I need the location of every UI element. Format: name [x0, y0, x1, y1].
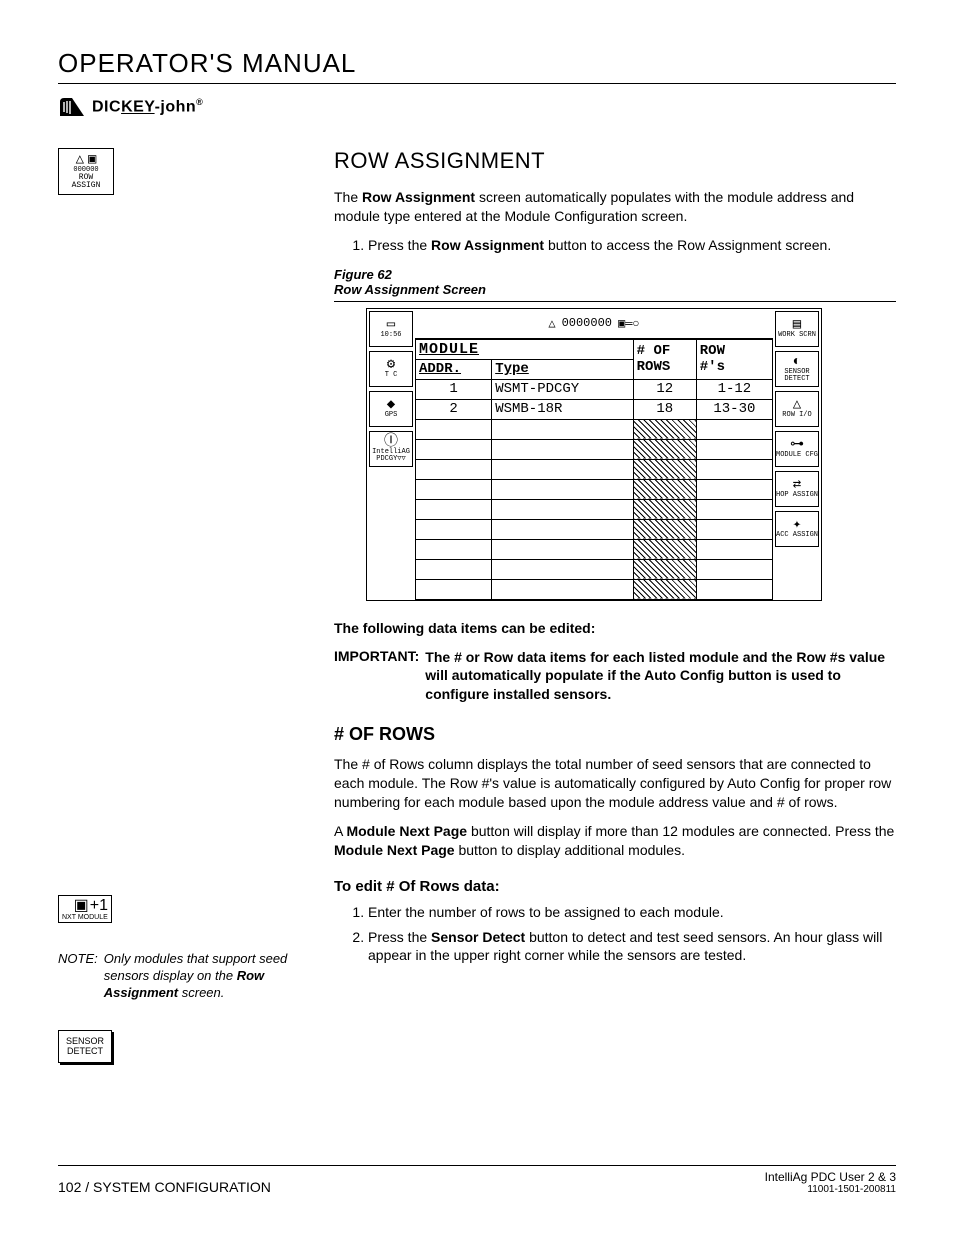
- table-row[interactable]: [416, 519, 773, 539]
- brand-logo: DICKEY-john®: [58, 96, 896, 118]
- softkey-button[interactable]: ◐SENSOR DETECT: [775, 351, 819, 387]
- softkey-button[interactable]: ⚙T C: [369, 351, 413, 387]
- modnext-paragraph: A Module Next Page button will display i…: [334, 822, 896, 860]
- note-text: Only modules that support seed sensors d…: [104, 951, 334, 1002]
- softkey-button[interactable]: ◆GPS: [369, 391, 413, 427]
- softkey-button[interactable]: ▭10:56: [369, 311, 413, 347]
- screen-top-bar: △ 0000000 ▣═○: [415, 309, 773, 339]
- col-rownums: ROW #'s: [696, 339, 772, 379]
- step-list-1: Press the Row Assignment button to acces…: [368, 236, 896, 255]
- figure-number: Figure 62: [334, 267, 896, 282]
- brand-logo-text: DICKEY-john®: [92, 97, 203, 116]
- note-block: NOTE: Only modules that support seed sen…: [58, 951, 334, 1002]
- edit-steps-list: Enter the number of rows to be assigned …: [368, 903, 896, 966]
- numrows-paragraph: The # of Rows column displays the total …: [334, 755, 896, 812]
- table-row[interactable]: [416, 439, 773, 459]
- screen-right-softkeys: ▤WORK SCRN ◐SENSOR DETECT △ROW I/O ⊶MODULE …: [773, 309, 821, 600]
- softkey-button[interactable]: △ROW I/O: [775, 391, 819, 427]
- sensor-detect-icon: SENSOR DETECT: [58, 1030, 112, 1064]
- section-heading: ROW ASSIGNMENT: [334, 148, 896, 174]
- important-block: IMPORTANT: The # or Row data items for e…: [334, 648, 896, 705]
- screen-left-softkeys: ▭10:56 ⚙T C ◆GPS ⒾIntelliAG PDCGY▽▽: [367, 309, 415, 600]
- softkey-button[interactable]: ⒾIntelliAG PDCGY▽▽: [369, 431, 413, 467]
- note-label: NOTE:: [58, 951, 98, 1002]
- footer-left: 102 / SYSTEM CONFIGURATION: [58, 1179, 271, 1195]
- col-module: MODULE: [416, 339, 634, 359]
- intro-paragraph: The Row Assignment screen automatically …: [334, 188, 896, 226]
- col-addr: ADDR.: [416, 359, 492, 379]
- row-assign-icon: △▣ 000000 ROW ASSIGN: [58, 148, 114, 195]
- softkey-button[interactable]: ✦ACC ASSIGN: [775, 511, 819, 547]
- table-row[interactable]: [416, 499, 773, 519]
- subheading-numrows: # OF ROWS: [334, 724, 896, 745]
- important-label: IMPORTANT:: [334, 648, 419, 705]
- page-footer: 102 / SYSTEM CONFIGURATION IntelliAg PDC…: [58, 1165, 896, 1195]
- softkey-button[interactable]: ▤WORK SCRN: [775, 311, 819, 347]
- edit-heading: To edit # Of Rows data:: [334, 878, 896, 895]
- table-row[interactable]: [416, 479, 773, 499]
- step-1: Press the Row Assignment button to acces…: [368, 236, 896, 255]
- table-row[interactable]: [416, 559, 773, 579]
- figure-caption: Row Assignment Screen: [334, 282, 896, 302]
- softkey-button[interactable]: ⇄HOP ASSIGN: [775, 471, 819, 507]
- brand-logo-mark: [58, 96, 86, 118]
- edit-step-2: Press the Sensor Detect button to detect…: [368, 928, 896, 966]
- col-numrows: # OF ROWS: [633, 339, 696, 379]
- table-row[interactable]: 2WSMB-18R1813-30: [416, 399, 773, 419]
- table-row[interactable]: [416, 459, 773, 479]
- table-row[interactable]: 1WSMT-PDCGY121-12: [416, 379, 773, 399]
- important-text: The # or Row data items for each listed …: [425, 648, 896, 705]
- row-assignment-screen: ▭10:56 ⚙T C ◆GPS ⒾIntelliAG PDCGY▽▽ △ 00000…: [366, 308, 822, 601]
- page-title: OPERATOR'S MANUAL: [58, 48, 896, 84]
- nxt-module-icon: ▣+1 NXT MODULE: [58, 895, 112, 923]
- footer-right: IntelliAg PDC User 2 & 3 11001-1501-2008…: [765, 1170, 896, 1195]
- col-type: Type: [492, 359, 633, 379]
- table-row[interactable]: [416, 539, 773, 559]
- module-table: MODULE # OF ROWS ROW #'s ADDR. Type 1WSM…: [415, 339, 773, 600]
- table-row[interactable]: [416, 579, 773, 599]
- editable-intro: The following data items can be edited:: [334, 619, 896, 638]
- table-row[interactable]: [416, 419, 773, 439]
- softkey-button[interactable]: ⊶MODULE CFG: [775, 431, 819, 467]
- edit-step-1: Enter the number of rows to be assigned …: [368, 903, 896, 922]
